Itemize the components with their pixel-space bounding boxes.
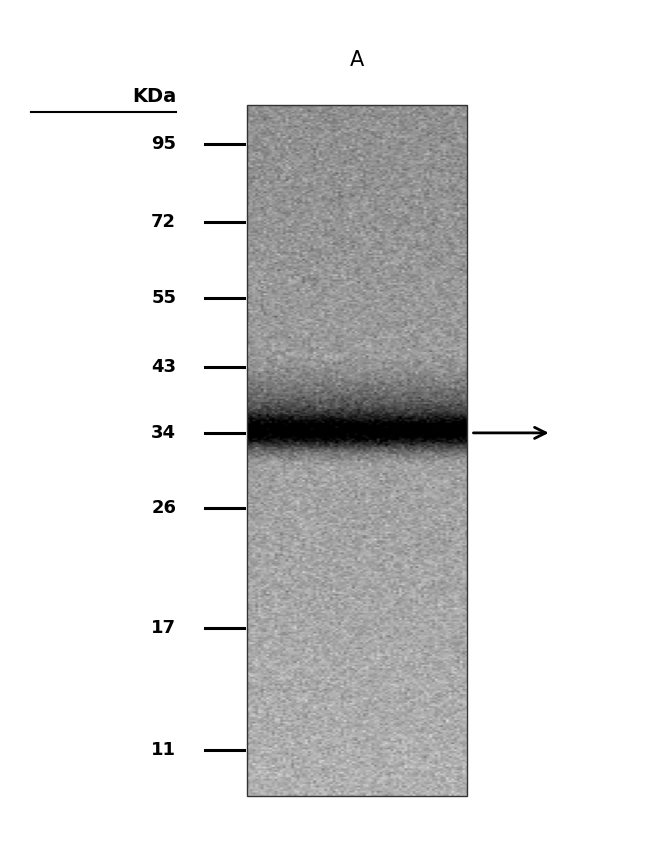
Text: KDa: KDa <box>132 87 176 107</box>
Text: 34: 34 <box>151 423 176 442</box>
Text: A: A <box>350 50 365 70</box>
Text: 72: 72 <box>151 213 176 231</box>
Text: 26: 26 <box>151 500 176 517</box>
Bar <box>248 105 467 796</box>
Text: 43: 43 <box>151 358 176 376</box>
Text: 11: 11 <box>151 741 176 759</box>
Text: 55: 55 <box>151 288 176 307</box>
Text: 95: 95 <box>151 135 176 153</box>
Text: 17: 17 <box>151 618 176 637</box>
